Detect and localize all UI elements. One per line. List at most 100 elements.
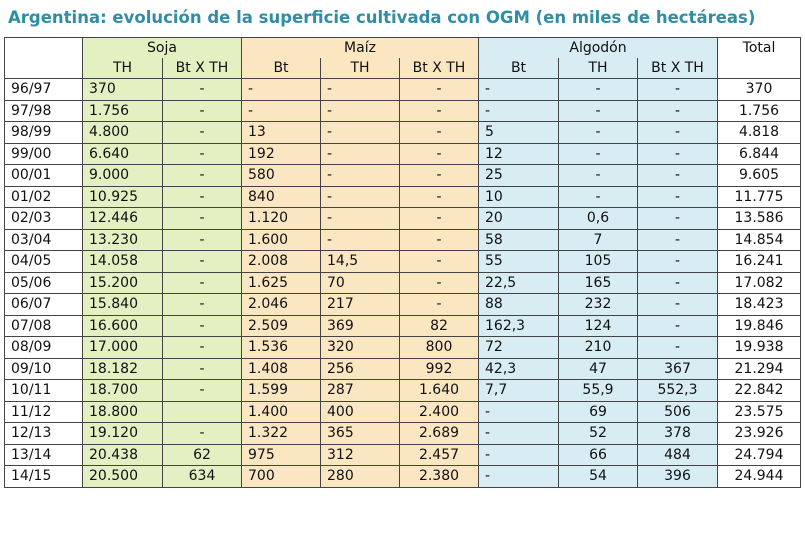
cell-maiz-th: 70	[320, 271, 400, 294]
cell-soja-th: 18.800	[82, 400, 163, 423]
cell-algodon-bt: 12	[478, 142, 559, 165]
cell-maiz-btxth: -	[399, 121, 479, 144]
cell-maiz-btxth: 82	[399, 314, 479, 337]
cell-algodon-btxth: -	[637, 228, 718, 251]
cell-soja-btxth: 634	[162, 465, 242, 488]
subheader-soja-btxth: Bt X TH	[162, 58, 242, 79]
cell-season: 96/97	[4, 78, 83, 101]
group-header-soja: Soja	[82, 37, 242, 58]
cell-maiz-btxth: 2.380	[399, 465, 479, 488]
cell-total: 11.775	[717, 185, 801, 208]
cell-maiz-th: 256	[320, 357, 400, 380]
table-row: 13/14 20.438 62 975 312 2.457-66 484 24.794	[4, 443, 801, 466]
cell-algodon-bt: -	[478, 78, 559, 101]
cell-maiz-btxth: 2.400	[399, 400, 479, 423]
cell-season: 05/06	[4, 271, 83, 294]
cell-maiz-btxth: 2.457	[399, 443, 479, 466]
cell-season: 14/15	[4, 465, 83, 488]
cell-soja-th: 18.700	[82, 379, 163, 402]
page-title: Argentina: evolución de la superficie cu…	[8, 8, 756, 27]
cell-soja-btxth: -	[162, 121, 242, 144]
cell-soja-btxth: -	[162, 357, 242, 380]
cell-soja-th: 370	[82, 78, 163, 101]
cell-soja-th: 12.446	[82, 207, 163, 230]
cell-maiz-th: 312	[320, 443, 400, 466]
cell-soja-btxth: -	[162, 207, 242, 230]
cell-soja-th: 18.182	[82, 357, 163, 380]
cell-soja-btxth: -	[162, 185, 242, 208]
cell-algodon-th: 69	[558, 400, 638, 423]
cell-season: 09/10	[4, 357, 83, 380]
cell-season: 02/03	[4, 207, 83, 230]
cell-algodon-bt: -	[478, 422, 559, 445]
cell-total: 17.082	[717, 271, 801, 294]
group-header-total: Total	[717, 37, 801, 58]
cell-soja-th: 15.840	[82, 293, 163, 316]
cell-season: 08/09	[4, 336, 83, 359]
cell-total: 23.926	[717, 422, 801, 445]
cell-algodon-th: -	[558, 121, 638, 144]
cell-maiz-bt: 700	[241, 465, 321, 488]
cell-season: 13/14	[4, 443, 83, 466]
cell-soja-th: 15.200	[82, 271, 163, 294]
cell-season: 06/07	[4, 293, 83, 316]
cell-algodon-bt: 162,3	[478, 314, 559, 337]
group-header-algodon: Algodón	[478, 37, 718, 58]
cell-season: 12/13	[4, 422, 83, 445]
cell-maiz-bt: 580	[241, 164, 321, 187]
cell-algodon-btxth: 484	[637, 443, 718, 466]
cell-algodon-btxth: -	[637, 271, 718, 294]
subheader-maiz-th: TH	[320, 58, 400, 79]
cell-total: 14.854	[717, 228, 801, 251]
cell-maiz-bt: 1.599	[241, 379, 321, 402]
cell-total: 16.241	[717, 250, 801, 273]
cell-maiz-th: -	[320, 164, 400, 187]
cell-soja-btxth: -	[162, 99, 242, 122]
cell-soja-th: 4.800	[82, 121, 163, 144]
cell-maiz-btxth: -	[399, 250, 479, 273]
cell-algodon-th: 210	[558, 336, 638, 359]
cell-soja-btxth: -	[162, 314, 242, 337]
cell-algodon-bt: 42,3	[478, 357, 559, 380]
cell-maiz-bt: 2.046	[241, 293, 321, 316]
cell-maiz-btxth: -	[399, 99, 479, 122]
cell-algodon-th: 47	[558, 357, 638, 380]
cell-total: 19.938	[717, 336, 801, 359]
cell-algodon-btxth: -	[637, 185, 718, 208]
table-row: 00/01 9.000-580- -25- -9.605	[4, 164, 801, 187]
cell-algodon-th: 165	[558, 271, 638, 294]
cell-total: 24.794	[717, 443, 801, 466]
cell-soja-th: 20.500	[82, 465, 163, 488]
cell-algodon-th: 105	[558, 250, 638, 273]
subheader-algodon-btxth: Bt X TH	[637, 58, 718, 79]
table-row: 97/98 1.756- - - - - - -1.756	[4, 99, 801, 122]
cell-maiz-bt: 975	[241, 443, 321, 466]
table-row: 99/00 6.640-192- -12- -6.844	[4, 142, 801, 165]
cell-season: 00/01	[4, 164, 83, 187]
cell-algodon-bt: -	[478, 443, 559, 466]
cell-season: 11/12	[4, 400, 83, 423]
cell-maiz-bt: 1.536	[241, 336, 321, 359]
cell-maiz-bt: 2.509	[241, 314, 321, 337]
cell-total: 19.846	[717, 314, 801, 337]
cell-season: 07/08	[4, 314, 83, 337]
cell-maiz-bt: 1.120	[241, 207, 321, 230]
cell-soja-th: 6.640	[82, 142, 163, 165]
cell-total: 13.586	[717, 207, 801, 230]
cell-soja-btxth: -	[162, 293, 242, 316]
cell-maiz-bt: 1.408	[241, 357, 321, 380]
cell-algodon-bt: 22,5	[478, 271, 559, 294]
cell-maiz-bt: 1.322	[241, 422, 321, 445]
table-row: 11/12 18.800 1.400 400 2.400-69 506 23.575	[4, 400, 801, 423]
cell-maiz-bt: 13	[241, 121, 321, 144]
cell-algodon-bt: -	[478, 465, 559, 488]
cell-maiz-th: 365	[320, 422, 400, 445]
cell-season: 10/11	[4, 379, 83, 402]
table-row: 03/04 13.230-1.600- -58 7-14.854	[4, 228, 801, 251]
cell-soja-th: 16.600	[82, 314, 163, 337]
cell-algodon-th: 55,9	[558, 379, 638, 402]
cell-maiz-bt: -	[241, 78, 321, 101]
cell-maiz-bt: 2.008	[241, 250, 321, 273]
cell-total: 21.294	[717, 357, 801, 380]
cell-algodon-th: 54	[558, 465, 638, 488]
